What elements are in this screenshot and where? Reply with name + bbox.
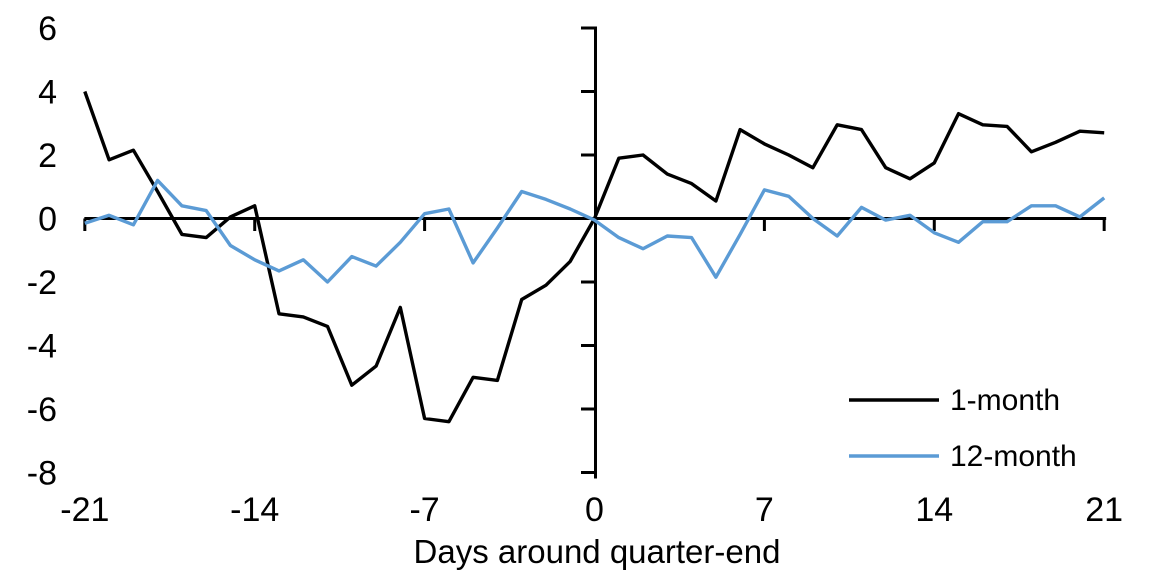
data-series [83, 90, 1106, 424]
y-tick-label: -2 [27, 264, 57, 302]
y-tick-label: -8 [27, 455, 57, 493]
legend-label-12-month: 12-month [950, 440, 1077, 473]
x-axis-title: Days around quarter-end [414, 533, 781, 570]
y-tick-label: 4 [38, 74, 57, 112]
y-tick-label: -6 [27, 391, 57, 429]
series-line-12-month [84, 178, 1106, 284]
y-tick-label: 2 [38, 137, 57, 175]
x-tick-label: 21 [1085, 491, 1123, 529]
y-tick-label: -4 [27, 328, 57, 366]
y-tick-label: 6 [38, 10, 57, 48]
x-tick-label: 14 [915, 491, 953, 529]
x-tick-label: -21 [60, 491, 109, 529]
x-axis-tick-labels: -21 -14 -7 0 7 14 21 [60, 491, 1123, 529]
x-tick-label: 0 [585, 491, 604, 529]
x-tick-label: 7 [755, 491, 774, 529]
x-tick-label: -7 [409, 491, 439, 529]
legend: 1-month 12-month [849, 384, 1077, 473]
y-tick-label: 0 [38, 201, 57, 239]
legend-label-1-month: 1-month [950, 384, 1060, 417]
x-tick-label: -14 [230, 491, 279, 529]
y-axis-tick-labels: 6 4 2 0 -2 -4 -6 -8 [27, 10, 57, 493]
